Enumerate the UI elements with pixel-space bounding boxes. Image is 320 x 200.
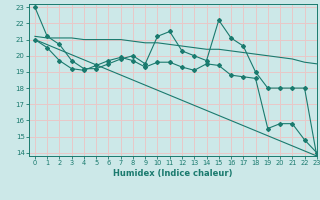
X-axis label: Humidex (Indice chaleur): Humidex (Indice chaleur) [113, 169, 233, 178]
